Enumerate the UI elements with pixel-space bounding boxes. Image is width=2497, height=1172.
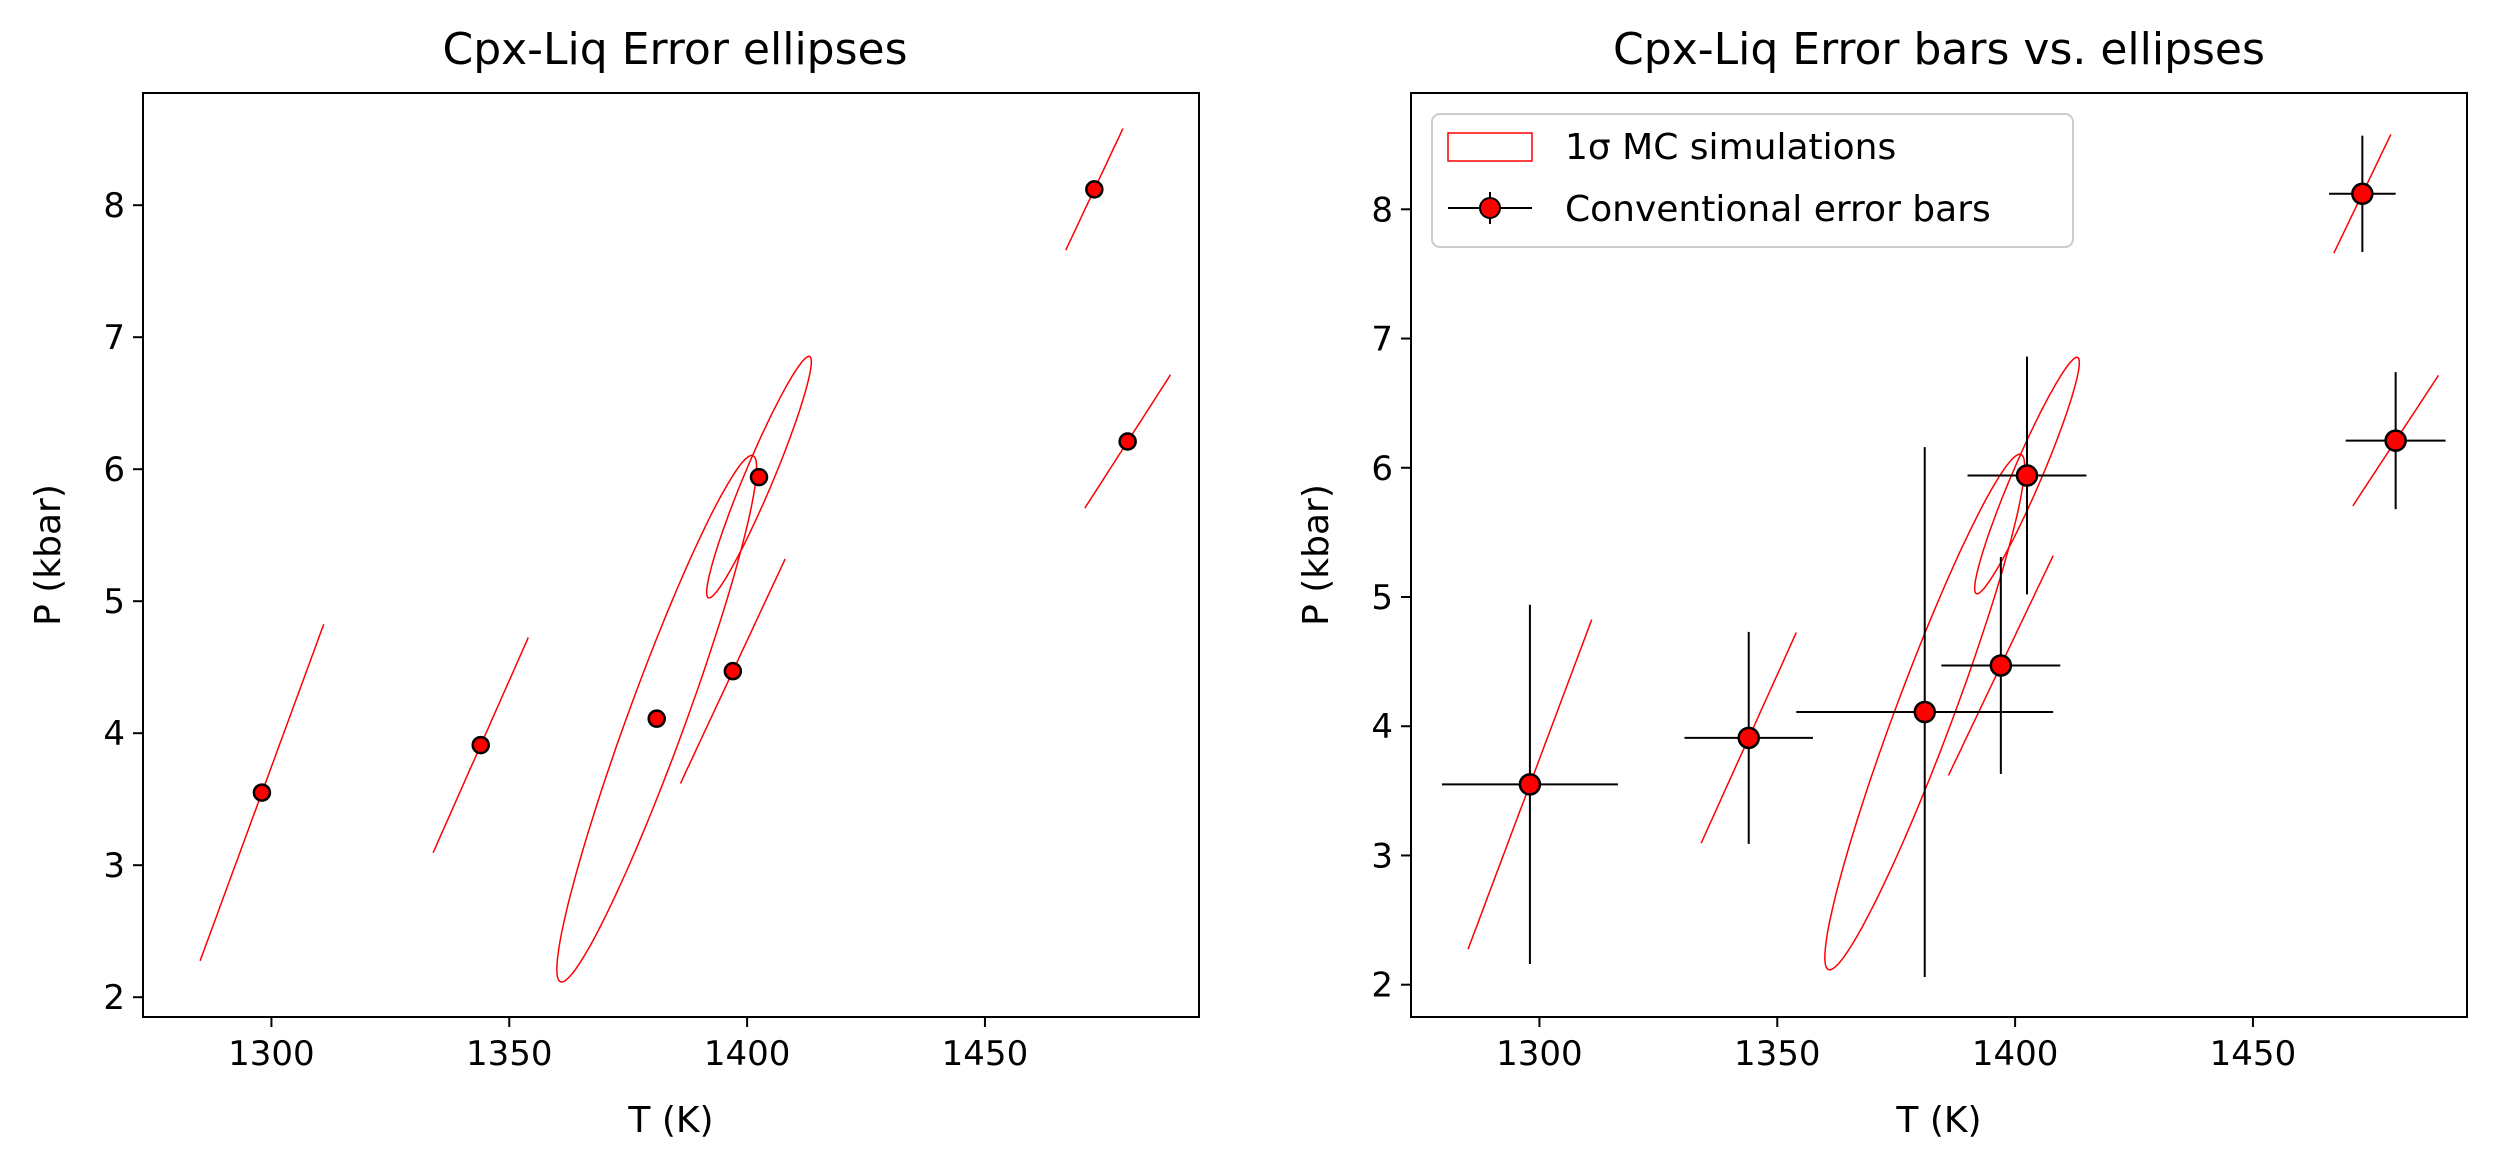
right-error-ellipse bbox=[1824, 453, 2026, 971]
left-tick-group: 1300 1350 1400 1450 2 3 4 5 6 7 8 bbox=[103, 186, 1028, 1074]
legend: 1σ MC simulations Conventional error bar… bbox=[1431, 113, 2074, 248]
left-point-group bbox=[252, 180, 1137, 802]
left-y-tick-label: 7 bbox=[103, 318, 125, 358]
right-data-point bbox=[1518, 773, 1542, 796]
left-x-axis-label: T (K) bbox=[627, 1100, 713, 1141]
right-ellipse-group bbox=[1467, 133, 2440, 971]
right-data-point bbox=[1989, 654, 2013, 677]
legend-errorbar-marker bbox=[1479, 197, 1501, 219]
left-ellipse-group bbox=[199, 128, 1172, 983]
right-x-tick-label: 1400 bbox=[1972, 1034, 2059, 1074]
left-x-tick-label: 1300 bbox=[228, 1034, 315, 1074]
left-y-tick-label: 6 bbox=[103, 450, 125, 490]
left-error-ellipse bbox=[679, 558, 786, 784]
left-y-axis-label: P (kbar) bbox=[28, 484, 69, 626]
legend-ellipse-swatch bbox=[1447, 132, 1533, 162]
left-y-tick-label: 8 bbox=[103, 186, 125, 226]
right-y-tick-label: 7 bbox=[1371, 320, 1393, 360]
right-error-ellipse bbox=[1700, 632, 1797, 844]
right-y-tick-label: 3 bbox=[1371, 836, 1393, 876]
right-data-point bbox=[1913, 700, 1936, 724]
right-y-tick-label: 6 bbox=[1371, 449, 1393, 489]
right-data-point bbox=[2351, 182, 2374, 206]
right-chart-title: Cpx-Liq Error bars vs. ellipses bbox=[1613, 24, 2265, 75]
left-y-tick-label: 4 bbox=[103, 714, 125, 754]
left-data-point bbox=[471, 735, 490, 755]
left-data-point bbox=[252, 783, 272, 802]
left-x-tick-label: 1400 bbox=[704, 1034, 791, 1074]
left-error-ellipse bbox=[705, 355, 813, 599]
right-tick-group: 1300 1350 1400 1450 2 3 4 5 6 7 8 bbox=[1371, 190, 2296, 1074]
right-point-group bbox=[1518, 182, 2407, 796]
left-error-ellipse bbox=[556, 454, 758, 983]
right-data-point bbox=[2015, 464, 2039, 487]
right-y-axis-label: P (kbar) bbox=[1296, 484, 1337, 626]
right-error-ellipse bbox=[1947, 555, 2054, 776]
right-y-tick-label: 4 bbox=[1371, 707, 1393, 747]
left-data-point bbox=[647, 709, 666, 728]
left-error-ellipse bbox=[1065, 128, 1124, 251]
right-data-point bbox=[1737, 726, 1760, 750]
left-y-tick-label: 5 bbox=[103, 582, 125, 622]
left-error-ellipse bbox=[199, 623, 325, 962]
right-data-point bbox=[2384, 429, 2407, 452]
left-data-point bbox=[723, 661, 743, 681]
right-y-tick-label: 5 bbox=[1371, 578, 1393, 618]
left-error-ellipse bbox=[432, 636, 529, 853]
right-plot-frame bbox=[1410, 92, 2468, 1018]
legend-label-errorbar: Conventional error bars bbox=[1565, 189, 1991, 230]
left-data-point bbox=[1085, 180, 1104, 199]
left-y-tick-label: 2 bbox=[103, 978, 125, 1018]
right-errorbar-group bbox=[1441, 135, 2446, 977]
legend-label-ellipse: 1σ MC simulations bbox=[1565, 127, 1896, 168]
right-error-ellipse bbox=[2352, 374, 2440, 507]
right-x-axis-label: T (K) bbox=[1895, 1100, 1981, 1141]
left-error-ellipse bbox=[1084, 374, 1172, 509]
legend-box bbox=[1431, 113, 2074, 248]
left-x-tick-label: 1450 bbox=[942, 1034, 1029, 1074]
right-error-ellipse bbox=[2333, 133, 2392, 254]
left-data-point bbox=[1118, 432, 1137, 451]
left-y-tick-label: 3 bbox=[103, 846, 125, 886]
right-y-tick-label: 8 bbox=[1371, 190, 1393, 230]
left-data-point bbox=[749, 467, 769, 487]
right-error-ellipse bbox=[1973, 356, 2081, 595]
right-x-tick-label: 1450 bbox=[2210, 1034, 2297, 1074]
left-chart-title: Cpx-Liq Error ellipses bbox=[442, 24, 907, 75]
right-y-tick-label: 2 bbox=[1371, 966, 1393, 1006]
right-chart-panel: Cpx-Liq Error bars vs. ellipses T (K) P … bbox=[1296, 24, 2468, 1141]
left-plot-frame bbox=[142, 92, 1200, 1018]
right-x-tick-label: 1350 bbox=[1734, 1034, 1821, 1074]
right-x-tick-label: 1300 bbox=[1496, 1034, 1583, 1074]
left-chart-panel: Cpx-Liq Error ellipses T (K) P (kbar) 13… bbox=[28, 24, 1200, 1141]
right-error-ellipse bbox=[1467, 619, 1593, 950]
left-x-tick-label: 1350 bbox=[466, 1034, 553, 1074]
